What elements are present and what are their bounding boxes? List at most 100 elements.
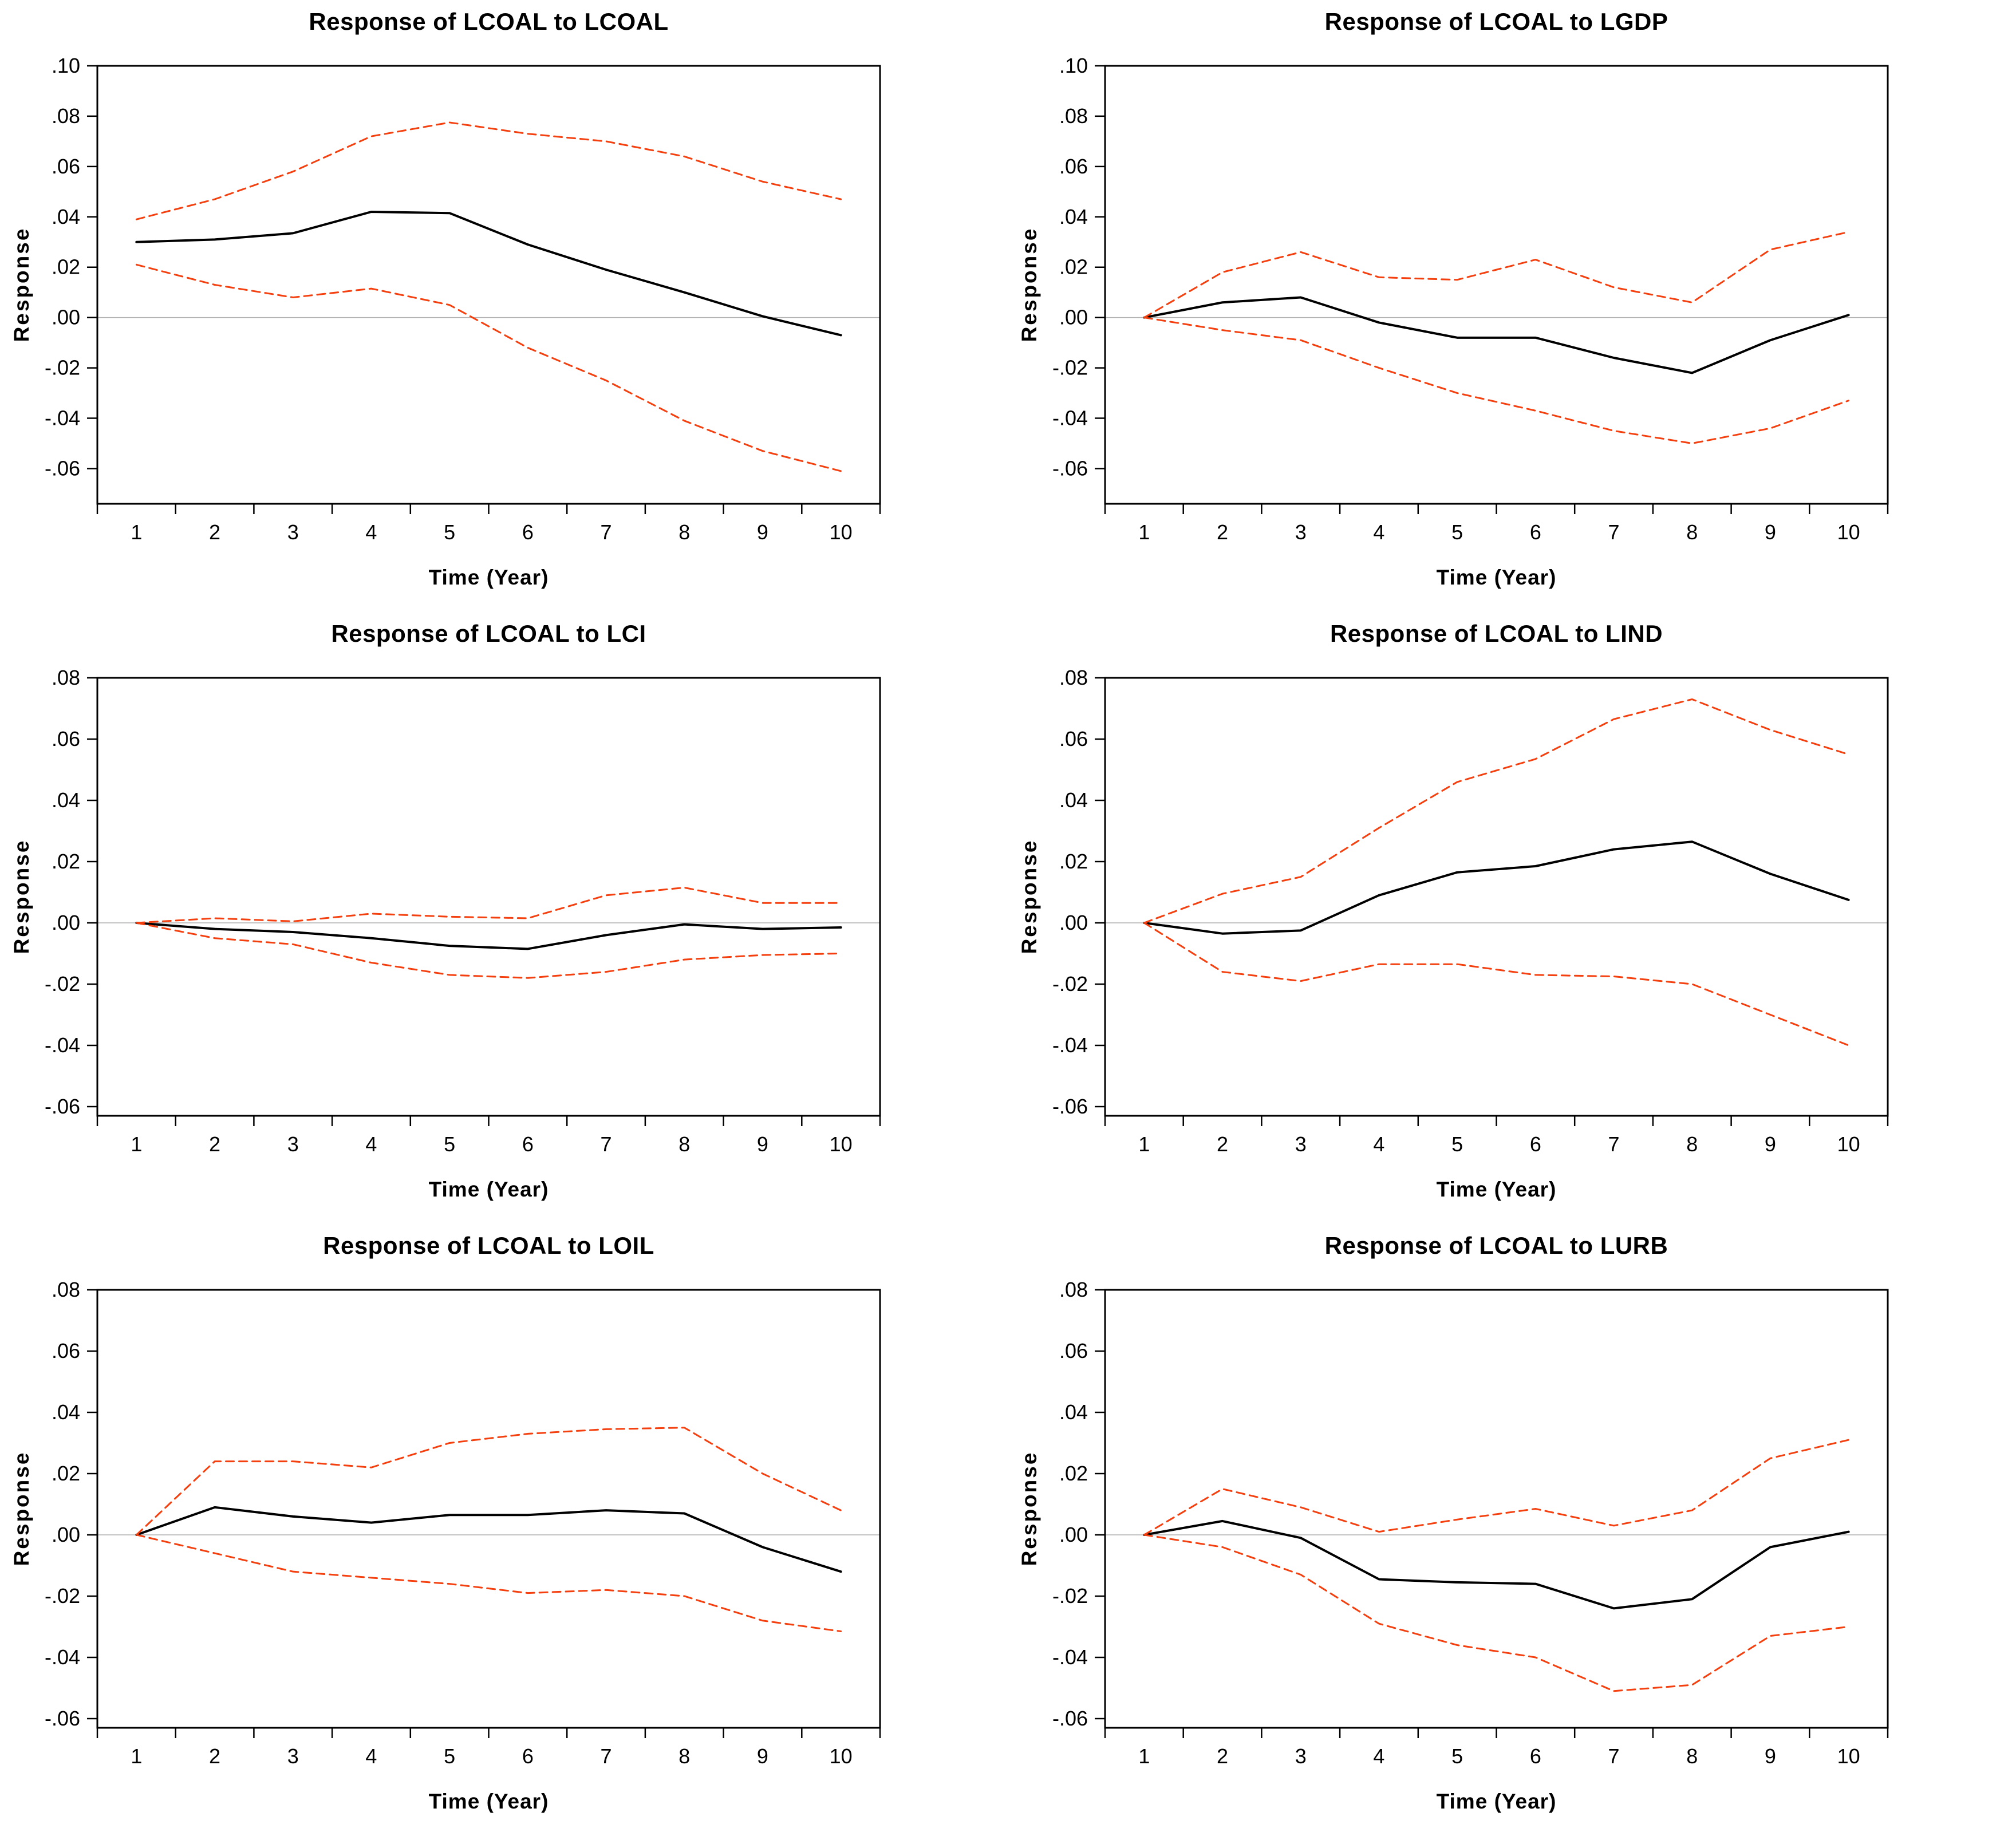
x-tick-label: 6 [522, 1744, 534, 1768]
plot-svg: .08 .06 .04 .02 .00 -.02 -.04 -.06 1 2 3 4 5 6 7 8 9 10 [45, 1278, 881, 1768]
y-tick-label: -.06 [45, 456, 80, 480]
x-tick-label: 8 [678, 520, 690, 544]
irf-panel-lci: Response of LCOAL to LCI Response .08.06… [0, 612, 1008, 1224]
y-tick-label: .02 [52, 850, 80, 873]
x-tick-label: 2 [209, 1744, 220, 1768]
y-tick-label: -.06 [1052, 1707, 1088, 1730]
x-tick-label: 6 [1530, 1744, 1541, 1768]
panel-title: Response of LCOAL to LIND [1329, 620, 1663, 647]
x-tick-label: 10 [830, 1744, 853, 1768]
y-tick-label: .06 [1059, 155, 1088, 178]
irf-panel-lurb: Response of LCOAL to LURB Response .08.0… [1008, 1224, 2015, 1836]
irf-panel-lgdp: Response of LCOAL to LGDP Response .10.0… [1008, 0, 2015, 612]
y-tick-label: .00 [1059, 306, 1088, 329]
y-tick-label: -.06 [1052, 1095, 1088, 1118]
y-tick-label: -.02 [1052, 356, 1088, 380]
x-tick-label: 3 [1295, 520, 1307, 544]
x-tick-label: 8 [678, 1744, 690, 1768]
y-tick-label: .04 [1059, 788, 1088, 812]
x-tick-label: 1 [1138, 1744, 1150, 1768]
x-tick-label: 7 [1608, 1744, 1620, 1768]
plot-svg: .10 .08 .06 .04 .02 .00 -.02 -.04 -.06 1 2 3 4 5 6 7 8 9 1… [1052, 54, 1889, 544]
x-tick-label: 2 [209, 1132, 220, 1156]
panel-title: Response of LCOAL to LOIL [323, 1232, 654, 1259]
plot-svg: .08 .06 .04 .02 .00 -.02 -.04 -.06 1 2 3 4 5 6 7 8 9 10 [1052, 1278, 1889, 1768]
y-tick-label: -.04 [45, 406, 80, 430]
x-tick-label: 2 [209, 520, 220, 544]
y-tick-label: .06 [52, 155, 80, 178]
x-tick-label: 10 [830, 520, 853, 544]
y-tick-label: -.02 [45, 1584, 80, 1608]
y-tick-label: .06 [52, 1339, 80, 1363]
x-tick-label: 9 [757, 1744, 768, 1768]
x-axis-label: Time (Year) [1436, 1178, 1557, 1201]
upper-confidence-band [135, 121, 842, 220]
x-tick-label: 10 [1837, 1744, 1860, 1768]
x-tick-label: 9 [1765, 520, 1776, 544]
y-tick-label: -.02 [1052, 1584, 1088, 1608]
y-tick-label: -.04 [1052, 1033, 1088, 1057]
x-tick-label: 5 [444, 520, 455, 544]
x-axis-label: Time (Year) [428, 566, 549, 589]
x-tick-label: 6 [522, 520, 534, 544]
x-tick-label: 9 [1765, 1744, 1776, 1768]
y-tick-label: .00 [1059, 911, 1088, 934]
lower-confidence-band [1143, 317, 1850, 444]
x-tick-label: 10 [830, 1132, 853, 1156]
x-tick-label: 6 [1530, 1132, 1541, 1156]
x-tick-label: 5 [1451, 1744, 1463, 1768]
plot-frame [1104, 1289, 1889, 1729]
upper-confidence-band [135, 1427, 842, 1536]
y-tick-label: -.02 [45, 972, 80, 996]
y-tick-label: .02 [1059, 850, 1088, 873]
y-tick-label: .02 [52, 1462, 80, 1485]
response-line [135, 1506, 842, 1573]
x-axis-label: Time (Year) [428, 1178, 549, 1201]
x-tick-label: 4 [365, 1132, 377, 1156]
x-tick-label: 5 [1451, 1132, 1463, 1156]
y-tick-label: -.02 [45, 356, 80, 380]
y-tick-label: .10 [52, 54, 80, 77]
x-tick-label: 8 [1686, 1132, 1698, 1156]
x-tick-label: 5 [444, 1132, 455, 1156]
x-tick-label: 2 [1217, 1132, 1228, 1156]
y-tick-label: -.02 [1052, 972, 1088, 996]
y-tick-label: .04 [52, 1400, 80, 1424]
y-tick-label: .00 [52, 1523, 80, 1546]
response-line [1143, 1519, 1850, 1610]
x-tick-label: 4 [1373, 1744, 1384, 1768]
y-tick-label: -.06 [45, 1707, 80, 1730]
x-tick-label: 4 [1373, 520, 1384, 544]
irf-panel-loil: Response of LCOAL to LOIL Response .08.0… [0, 1224, 1008, 1836]
y-tick-label: -.04 [1052, 406, 1088, 430]
response-line [1143, 840, 1850, 935]
panel-title: Response of LCOAL to LURB [1324, 1232, 1668, 1259]
y-tick-label: .08 [52, 666, 80, 689]
y-tick-label: .08 [1059, 104, 1088, 128]
x-tick-label: 8 [1686, 520, 1698, 544]
x-tick-label: 5 [444, 1744, 455, 1768]
y-tick-label: .08 [52, 104, 80, 128]
x-tick-label: 2 [1217, 1744, 1228, 1768]
x-tick-label: 7 [1608, 1132, 1620, 1156]
x-tick-label: 9 [757, 520, 768, 544]
lower-confidence-band [1143, 922, 1850, 1047]
y-tick-label: -.06 [1052, 456, 1088, 480]
x-tick-label: 7 [601, 520, 612, 544]
plot-frame [96, 677, 881, 1117]
y-tick-label: -.04 [1052, 1645, 1088, 1669]
x-tick-label: 7 [601, 1744, 612, 1768]
x-tick-label: 8 [678, 1132, 690, 1156]
x-tick-label: 2 [1217, 520, 1228, 544]
panel-title: Response of LCOAL to LCI [331, 620, 646, 647]
upper-confidence-band [1143, 231, 1850, 319]
x-tick-label: 7 [601, 1132, 612, 1156]
y-tick-label: .04 [1059, 1400, 1088, 1424]
x-tick-label: 1 [131, 520, 142, 544]
y-tick-label: .04 [1059, 205, 1088, 228]
y-tick-label: .10 [1059, 54, 1088, 77]
x-tick-label: 3 [1295, 1132, 1307, 1156]
y-tick-label: .06 [1059, 1339, 1088, 1363]
lower-confidence-band [135, 263, 842, 472]
